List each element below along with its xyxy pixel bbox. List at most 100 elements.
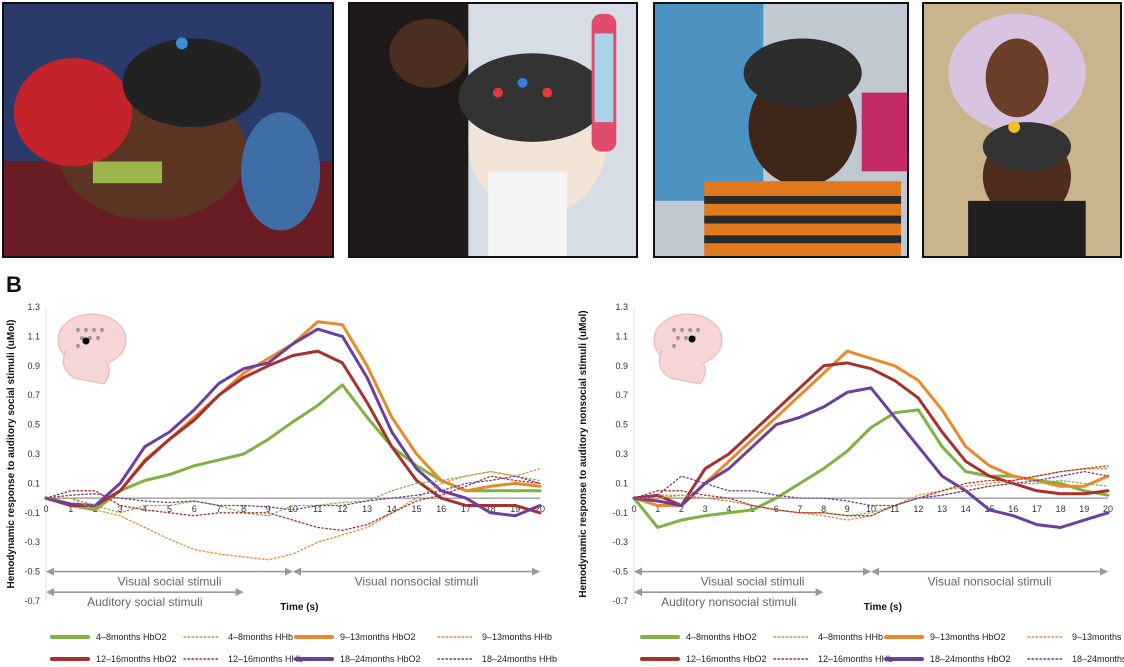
x-tick-label: 4: [142, 504, 147, 514]
x-tick-label: 18: [486, 504, 496, 514]
series-line-green-hhb: [45, 470, 541, 517]
x-tick-label: 11: [890, 504, 899, 514]
legend-label: 4–8months HbO2: [686, 632, 757, 642]
x-tick-label: 8: [241, 504, 246, 514]
x-tick-label: 6: [192, 504, 197, 514]
stimulus-label: Visual social stimuli: [118, 575, 222, 589]
y-tick-label: -0.5: [612, 567, 628, 577]
legend-label: 12–16months HbO2: [96, 654, 177, 664]
y-axis-title: Hemodynamic response to auditory social …: [6, 320, 17, 589]
y-tick-label: -0.3: [24, 537, 40, 547]
x-tick-label: 3: [703, 504, 708, 514]
y-tick-label: 0.7: [27, 390, 40, 400]
x-tick-label: 20: [1103, 504, 1113, 514]
legend-label: 18–24months HHb: [1072, 654, 1124, 664]
chart-right: -0.7-0.5-0.3-0.10.10.30.50.70.91.11.30 1 2…: [578, 302, 1113, 613]
x-tick-label: 7: [216, 504, 221, 514]
legend-label: 9–13months HbO2: [930, 632, 1006, 642]
arrowhead-right-icon: [235, 588, 244, 597]
series-line-orange-hbo2: [632, 349, 1110, 507]
x-tick-label: 5: [167, 504, 172, 514]
x-tick-label: 11: [313, 504, 322, 514]
x-tick-label: 6: [774, 504, 779, 514]
x-tick-label: 10: [866, 504, 876, 514]
legend-label: 9–13months HHb: [482, 632, 552, 642]
y-tick-label: 0.1: [615, 478, 628, 488]
x-tick-label: 13: [362, 504, 372, 514]
x-axis-title: Time (s): [280, 602, 318, 613]
legend-label: 18–24months HbO2: [930, 654, 1011, 664]
arrowhead-right-icon: [285, 567, 293, 576]
y-tick-label: -0.1: [24, 508, 40, 518]
arrowhead-left-icon: [293, 567, 301, 576]
stimulus-label: Auditory social stimuli: [87, 595, 202, 609]
y-tick-label: 0.9: [615, 361, 628, 371]
legend: 4–8months HbO2 4–8months HHb 9–13months Hb…: [50, 632, 1124, 664]
arrowhead-left-icon: [634, 588, 642, 597]
y-tick-label: 0.3: [27, 449, 40, 459]
legend-label: 9–13months HbO2: [340, 632, 416, 642]
x-tick-label: 14: [387, 504, 397, 514]
x-tick-label: 12: [337, 504, 347, 514]
legend-label: 12–16months HHb: [818, 654, 893, 664]
photo-infant-with-mother-toy: [348, 2, 638, 258]
series-line-purple-hbo2: [632, 386, 1110, 529]
legend-label: 4–8months HbO2: [96, 632, 167, 642]
y-tick-label: 1.1: [615, 331, 628, 341]
y-tick-label: 1.3: [27, 302, 40, 312]
x-tick-label: 19: [510, 504, 520, 514]
legend-label: 12–16months HbO2: [686, 654, 767, 664]
arrowhead-left-icon: [634, 567, 642, 576]
stimulus-label: Auditory nonsocial stimuli: [661, 595, 796, 609]
arrowhead-right-icon: [815, 588, 824, 597]
legend-label: 4–8months HHb: [818, 632, 883, 642]
x-axis-title: Time (s): [864, 602, 902, 613]
y-tick-label: 0.1: [27, 478, 40, 488]
y-tick-label: -0.7: [24, 596, 40, 606]
legend-label: 12–16months HHb: [228, 654, 303, 664]
x-tick-label: 1: [68, 504, 73, 514]
x-tick-label: 3: [118, 504, 123, 514]
x-tick-label: 14: [961, 504, 971, 514]
x-tick-label: 7: [797, 504, 802, 514]
x-tick-label: 15: [411, 504, 421, 514]
x-tick-label: 18: [1056, 504, 1066, 514]
x-tick-label: 8: [821, 504, 826, 514]
x-tick-label: 13: [937, 504, 947, 514]
stimulus-label: Visual nonsocial stimuli: [928, 575, 1052, 589]
arrowhead-right-icon: [863, 567, 871, 576]
photo-toddler-striped-shirt: [653, 2, 909, 258]
y-tick-label: 0.9: [27, 361, 40, 371]
x-tick-label: 0: [43, 504, 48, 514]
x-tick-label: 10: [288, 504, 298, 514]
x-tick-label: 17: [1032, 504, 1042, 514]
arrowhead-left-icon: [46, 588, 54, 597]
y-axis-title: Hemodynamic response to auditory nonsoci…: [578, 310, 589, 597]
x-tick-label: 12: [913, 504, 923, 514]
legend-label: 18–24months HHb: [482, 654, 557, 664]
arrowhead-left-icon: [871, 567, 879, 576]
head-probe-icon: [653, 313, 723, 385]
photo-smiling-child-mother: [922, 2, 1122, 258]
y-tick-label: 0.5: [27, 420, 40, 430]
y-tick-label: -0.3: [612, 537, 628, 547]
stimulus-label: Visual nonsocial stimuli: [355, 575, 479, 589]
y-tick-label: 0.5: [615, 420, 628, 430]
photo-sleeping-infant: [2, 2, 334, 258]
arrowhead-right-icon: [1100, 567, 1108, 576]
head-probe-icon: [57, 313, 127, 385]
chart-left: -0.7-0.5-0.3-0.10.10.30.50.70.91.11.30 1 2…: [6, 302, 545, 613]
series-line-red-hbo2: [632, 361, 1110, 507]
series-line-red-hhb: [45, 475, 541, 532]
legend-label: 18–24months HbO2: [340, 654, 421, 664]
series-line-purple-hhb: [633, 470, 1109, 507]
legend-label: 9–13months HHb: [1072, 632, 1124, 642]
x-tick-label: 20: [535, 504, 545, 514]
arrowhead-right-icon: [532, 567, 540, 576]
series-line-red-hhb: [633, 465, 1109, 517]
x-tick-label: 9: [266, 504, 271, 514]
x-tick-label: 1: [655, 504, 660, 514]
x-tick-label: 0: [631, 504, 636, 514]
x-tick-label: 4: [726, 504, 731, 514]
